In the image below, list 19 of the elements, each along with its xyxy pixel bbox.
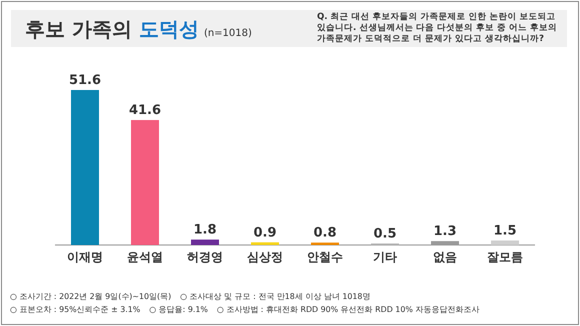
data-label: 1.3 [433, 224, 457, 240]
x-tick-label: 안철수 [307, 250, 343, 264]
data-label: 0.8 [313, 226, 337, 241]
data-label: 41.6 [128, 103, 162, 118]
text: Q. 최근 대선 후보자들의 가족문제로 인한 논란이 보도되고 있습니다. 선생님께서는 다음 다섯분의 후보 중 어느 후보의 가족문제가 도덕적으로 더 문제가 있다고 생각하십니까? [317, 12, 558, 45]
x-tick-label: 잘모름 [487, 250, 523, 264]
x-tick-label: 허경영 [187, 250, 223, 264]
data-label: 1.8 [193, 222, 217, 238]
data-label: 0.5 [373, 226, 397, 242]
chart-subtitle: (n=1018) [204, 28, 252, 39]
x-tick-label: 이재명 [67, 250, 103, 264]
data-label: 51.6 [68, 73, 102, 88]
x-tick-label: 기타 [373, 250, 397, 264]
x-tick-label: 없음 [433, 250, 457, 264]
x-tick-label: 심상정 [247, 250, 283, 264]
data-label: 0.9 [253, 225, 277, 240]
data-label: 1.5 [493, 223, 517, 238]
x-tick-label: 윤석열 [127, 250, 163, 264]
chart-title: 후보 가족의 도덕성 [25, 17, 199, 41]
